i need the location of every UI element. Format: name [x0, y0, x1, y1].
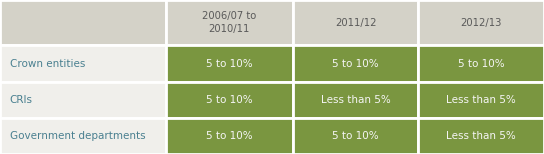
Bar — [166, 45, 293, 82]
Bar — [293, 82, 418, 118]
Bar — [293, 0, 418, 45]
Bar — [293, 118, 418, 154]
Text: 5 to 10%: 5 to 10% — [206, 131, 252, 141]
Bar — [418, 0, 544, 45]
Text: Crown entities: Crown entities — [10, 59, 85, 69]
Bar — [0, 82, 166, 118]
Bar — [418, 45, 544, 82]
Bar — [0, 45, 166, 82]
Text: 2012/13: 2012/13 — [460, 18, 502, 28]
Text: Less than 5%: Less than 5% — [320, 95, 391, 105]
Bar — [166, 118, 293, 154]
Text: 5 to 10%: 5 to 10% — [206, 95, 252, 105]
Text: 5 to 10%: 5 to 10% — [332, 131, 379, 141]
Text: 5 to 10%: 5 to 10% — [332, 59, 379, 69]
Bar — [0, 0, 166, 45]
Text: 2011/12: 2011/12 — [335, 18, 376, 28]
Bar — [293, 45, 418, 82]
Bar — [418, 118, 544, 154]
Text: 5 to 10%: 5 to 10% — [206, 59, 252, 69]
Bar — [166, 82, 293, 118]
Text: 2006/07 to
2010/11: 2006/07 to 2010/11 — [202, 11, 256, 34]
Bar — [0, 118, 166, 154]
Text: CRIs: CRIs — [10, 95, 33, 105]
Text: Less than 5%: Less than 5% — [446, 131, 516, 141]
Text: Government departments: Government departments — [10, 131, 145, 141]
Text: 5 to 10%: 5 to 10% — [458, 59, 504, 69]
Bar — [166, 0, 293, 45]
Bar — [418, 82, 544, 118]
Text: Less than 5%: Less than 5% — [446, 95, 516, 105]
